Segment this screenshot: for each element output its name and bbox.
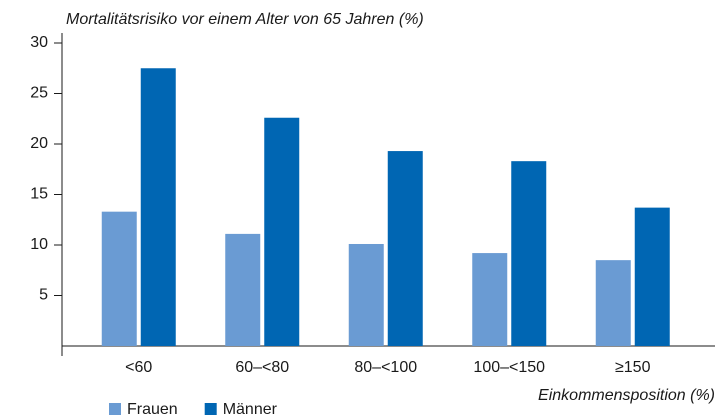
bar: [511, 161, 547, 346]
y-tick-label: 30: [30, 34, 48, 51]
x-tick-label: ≥150: [615, 359, 651, 376]
legend-label: Männer: [223, 401, 278, 418]
bar: [634, 207, 670, 346]
bar: [140, 68, 176, 346]
legend-label: Frauen: [127, 401, 178, 418]
legend-swatch: [204, 403, 217, 415]
chart-title: Mortalitätsrisiko vor einem Alter von 65…: [66, 11, 424, 28]
y-tick-label: 15: [30, 186, 48, 203]
bar: [101, 211, 137, 346]
x-tick-label: 100–<150: [473, 359, 545, 376]
x-tick-label: 60–<80: [235, 359, 289, 376]
x-tick-label: <60: [125, 359, 152, 376]
bar: [595, 260, 631, 346]
y-tick-label: 10: [30, 236, 48, 253]
y-tick-label: 20: [30, 135, 48, 152]
bar: [225, 233, 261, 346]
bar: [348, 243, 384, 346]
bar: [472, 253, 508, 346]
x-tick-label: 80–<100: [354, 359, 417, 376]
x-axis-label: Einkommensposition (%): [538, 387, 715, 404]
bar: [264, 117, 300, 347]
y-tick-label: 25: [30, 85, 48, 102]
bar: [387, 151, 423, 346]
y-tick-label: 5: [39, 287, 48, 304]
legend-swatch: [109, 403, 121, 415]
